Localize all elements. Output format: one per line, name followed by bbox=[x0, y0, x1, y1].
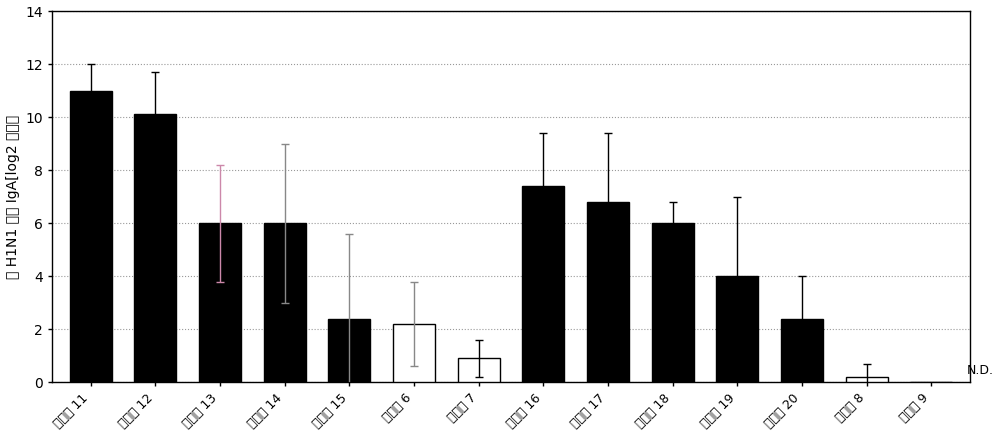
Bar bbox=[264, 223, 306, 382]
Bar bbox=[716, 276, 758, 382]
Text: N.D.: N.D. bbox=[967, 364, 994, 377]
Bar bbox=[134, 115, 176, 382]
Bar bbox=[781, 319, 823, 382]
Bar bbox=[328, 319, 370, 382]
Bar bbox=[199, 223, 241, 382]
Bar bbox=[587, 202, 629, 382]
Bar bbox=[70, 91, 112, 382]
Bar bbox=[846, 377, 888, 382]
Bar bbox=[458, 358, 500, 382]
Bar bbox=[393, 324, 435, 382]
Y-axis label: 抗 H1N1 粘膜 IgA[log2 效价］: 抗 H1N1 粘膜 IgA[log2 效价］ bbox=[6, 115, 20, 279]
Bar bbox=[522, 186, 564, 382]
Bar bbox=[652, 223, 694, 382]
